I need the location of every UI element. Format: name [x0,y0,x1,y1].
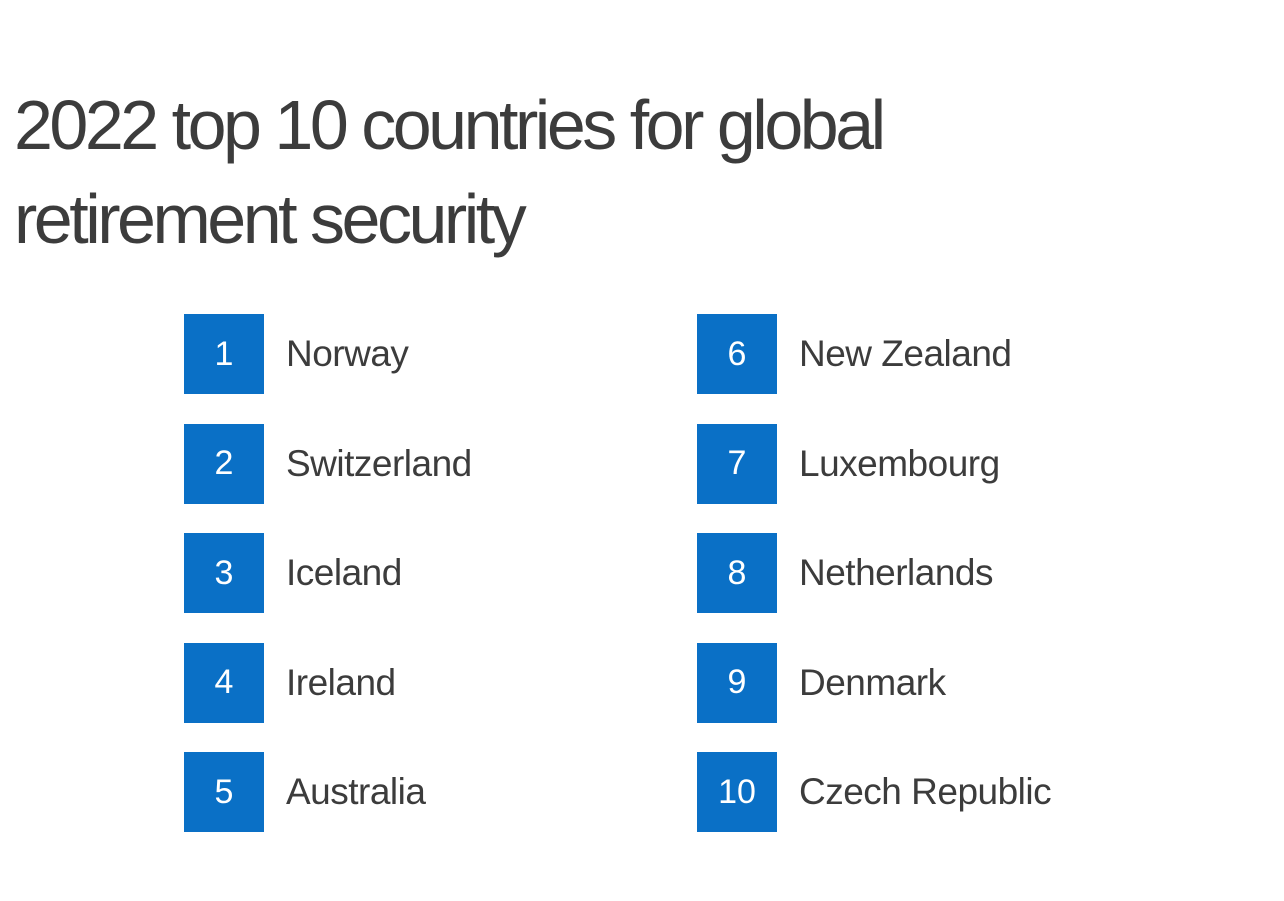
rankings-column-right: 6 New Zealand 7 Luxembourg 8 Netherlands… [697,314,1052,862]
ranking-item: 5 Australia [184,752,472,832]
rankings-column-left: 1 Norway 2 Switzerland 3 Iceland 4 Irela… [184,314,472,862]
country-name: New Zealand [799,333,1012,374]
ranking-item: 8 Netherlands [697,533,1051,613]
country-name: Ireland [286,661,396,703]
rank-badge: 3 [184,533,264,613]
ranking-item: 1 Norway [184,314,472,394]
ranking-item: 4 Ireland [184,642,472,723]
rank-badge: 7 [697,423,777,504]
ranking-item: 6 New Zealand [697,314,1051,394]
ranking-item: 2 Switzerland [184,423,472,504]
rank-badge: 9 [697,642,777,723]
rank-badge: 8 [697,533,777,613]
rank-badge: 1 [184,314,264,394]
rank-badge: 2 [184,423,264,504]
ranking-item: 9 Denmark [697,642,1051,723]
country-name: Denmark [799,661,946,703]
country-name: Switzerland [286,442,472,484]
rank-badge: 6 [697,314,777,394]
country-name: Australia [286,771,426,812]
country-name: Iceland [286,552,402,593]
country-name: Czech Republic [799,771,1052,812]
ranking-item: 7 Luxembourg [697,423,1051,504]
country-name: Netherlands [799,552,994,593]
country-name: Norway [286,333,409,374]
ranking-item: 10 Czech Republic [697,752,1052,832]
rank-badge: 4 [184,642,264,723]
rank-badge: 10 [697,752,777,832]
country-name: Luxembourg [799,442,1000,484]
page-title: 2022 top 10 countries for global retirem… [14,86,886,258]
rank-badge: 5 [184,752,264,832]
ranking-item: 3 Iceland [184,533,472,613]
